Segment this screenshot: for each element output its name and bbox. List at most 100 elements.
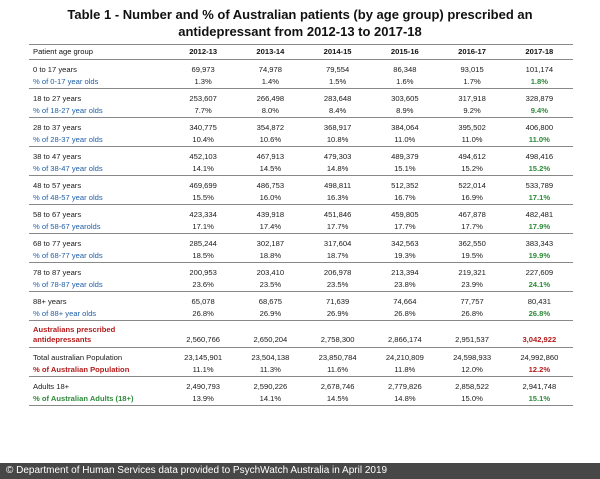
patient-count-cell: 77,757 — [460, 297, 484, 306]
percent-cell: 10.4% — [192, 135, 214, 144]
patient-count-cell: 101,174 — [525, 65, 554, 74]
patient-count-cell: 383,343 — [525, 239, 554, 248]
percent-cell: 19.9% — [528, 251, 551, 260]
patient-count-cell: 533,789 — [525, 181, 554, 190]
percent-cell: 19.3% — [394, 251, 416, 260]
patient-count-cell: 486,753 — [256, 181, 285, 190]
age-group-percent-label: % of 58-67 yearolds — [33, 222, 101, 231]
patient-count-cell: 494,612 — [458, 152, 486, 161]
population-cell: 23,145,901 — [184, 353, 223, 362]
age-group-row: 58 to 67 years 423,334 439,918 451,846 459,8… — [29, 205, 573, 222]
adults-cell: 2,590,226 — [253, 382, 288, 391]
percent-cell: 24.1% — [528, 280, 551, 289]
population-cell: 23,850,784 — [318, 353, 357, 362]
percent-cell: 15.2% — [528, 164, 551, 173]
percent-cell: 1.8% — [530, 77, 548, 86]
percent-cell: 15.1% — [394, 164, 416, 173]
patient-count-cell: 266,498 — [256, 94, 285, 103]
patient-count-cell: 384,064 — [391, 123, 419, 132]
population-row: Total australian Population 23,145,901 23,… — [29, 348, 573, 365]
patient-count-cell: 512,352 — [391, 181, 419, 190]
age-group-percent-label: % of 48-57 year olds — [33, 193, 103, 202]
patient-count-cell: 362,550 — [458, 239, 486, 248]
age-group-percent-row: % of 58-67 yearolds 17.1% 17.4% 17.7% 17.7% 1… — [29, 221, 573, 234]
header-row: Patient age group 2012-13 2013-14 2014-1… — [29, 44, 573, 60]
adults-label: Adults 18+ — [33, 382, 70, 391]
adults-cell: 2,858,522 — [455, 382, 489, 391]
percent-cell: 26.9% — [259, 309, 282, 318]
patient-count-cell: 71,639 — [325, 297, 350, 306]
percent-cell: 16.3% — [326, 193, 349, 202]
patient-count-cell: 498,811 — [324, 181, 352, 190]
population-percent-cell: 11.8% — [394, 365, 416, 374]
percent-cell: 1.5% — [328, 77, 347, 86]
age-group-label: 88+ years — [33, 297, 67, 306]
header-year: 2017-18 — [525, 47, 554, 56]
population-percent-cell: 12.0% — [461, 365, 483, 374]
patient-count-cell: 354,872 — [256, 123, 285, 132]
prescribed-total-label: Australians prescribed antidepressants — [29, 321, 170, 348]
age-group-percent-row: % of 38-47 year olds 14.1% 14.5% 14.8% 15.1%… — [29, 163, 573, 176]
patient-count-cell: 498,416 — [525, 152, 554, 161]
population-percent-cell: 11.6% — [327, 365, 349, 374]
prescribed-total-row: Australians prescribed antidepressants 2,5… — [29, 321, 573, 348]
adults-percent-row: % of Australian Adults (18+) 13.9% 14.1% 14… — [29, 393, 573, 406]
patient-count-cell: 467,878 — [458, 210, 486, 219]
prescribed-label-line-2: antidepressants — [33, 335, 92, 344]
patient-count-cell: 317,918 — [458, 94, 486, 103]
patient-count-cell: 65,078 — [191, 297, 215, 306]
age-group-percent-row: % of 88+ year olds 26.8% 26.9% 26.9% 26.8% 26… — [29, 308, 573, 321]
age-group-percent-row: % of 48-57 year olds 15.5% 16.0% 16.3% 16.7%… — [29, 192, 573, 205]
patient-count-cell: 68,675 — [258, 297, 282, 306]
age-group-label: 58 to 67 years — [33, 210, 82, 219]
population-cell: 23,504,138 — [251, 353, 290, 362]
patient-count-cell: 451,846 — [323, 210, 352, 219]
population-cell: 24,598,933 — [453, 353, 492, 362]
patient-count-cell: 253,607 — [189, 94, 217, 103]
age-group-percent-label: % of 18-27 year olds — [33, 106, 103, 115]
percent-cell: 23.5% — [259, 280, 282, 289]
age-group-label: 0 to 17 years — [33, 65, 77, 74]
adults-percent-cell: 15.0% — [461, 394, 483, 403]
percent-cell: 7.7% — [194, 106, 212, 115]
adults-percent-cell: 15.1% — [528, 394, 551, 403]
adults-cell: 2,490,793 — [186, 382, 221, 391]
prescribed-total-cell: 2,560,766 — [186, 335, 221, 344]
antidepressant-table: Patient age group 2012-13 2013-14 2014-1… — [29, 44, 573, 406]
patient-count-cell: 219,321 — [458, 268, 486, 277]
patient-count-cell: 423,334 — [189, 210, 217, 219]
percent-cell: 11.0% — [394, 135, 416, 144]
header-year: 2013-14 — [256, 47, 285, 56]
age-group-label: 68 to 77 years — [33, 239, 82, 248]
age-group-percent-label: % of 68-77 year olds — [33, 251, 103, 260]
percent-cell: 17.1% — [192, 222, 214, 231]
adults-percent-cell: 14.1% — [259, 394, 282, 403]
population-percent-cell: 11.3% — [259, 365, 281, 374]
percent-cell: 9.2% — [463, 106, 481, 115]
patient-count-cell: 340,775 — [189, 123, 217, 132]
patient-count-cell: 328,879 — [525, 94, 554, 103]
percent-cell: 17.7% — [461, 222, 483, 231]
patient-count-cell: 467,913 — [256, 152, 285, 161]
header-year: 2015-16 — [390, 47, 419, 56]
percent-cell: 10.8% — [326, 135, 349, 144]
age-group-label: 38 to 47 years — [33, 152, 82, 161]
population-cell: 24,992,860 — [520, 353, 559, 362]
percent-cell: 26.8% — [528, 309, 551, 318]
age-group-label: 78 to 87 years — [33, 268, 82, 277]
age-group-percent-row: % of 28-37 year olds 10.4% 10.6% 10.8% 11.0%… — [29, 134, 573, 147]
patient-count-cell: 395,502 — [458, 123, 486, 132]
header-age-group: Patient age group — [33, 47, 93, 56]
percent-cell: 26.8% — [394, 309, 416, 318]
percent-cell: 17.7% — [326, 222, 349, 231]
percent-cell: 17.4% — [259, 222, 282, 231]
percent-cell: 1.4% — [261, 77, 280, 86]
percent-cell: 26.8% — [192, 309, 214, 318]
patient-count-cell: 206,978 — [323, 268, 352, 277]
age-group-percent-label: % of 88+ year olds — [33, 309, 97, 318]
population-cell: 24,210,809 — [385, 353, 424, 362]
table-title-line-2: antidepressant from 2012-13 to 2017-18 — [178, 24, 422, 39]
percent-cell: 23.5% — [326, 280, 349, 289]
percent-cell: 26.9% — [326, 309, 349, 318]
percent-cell: 16.7% — [394, 193, 416, 202]
